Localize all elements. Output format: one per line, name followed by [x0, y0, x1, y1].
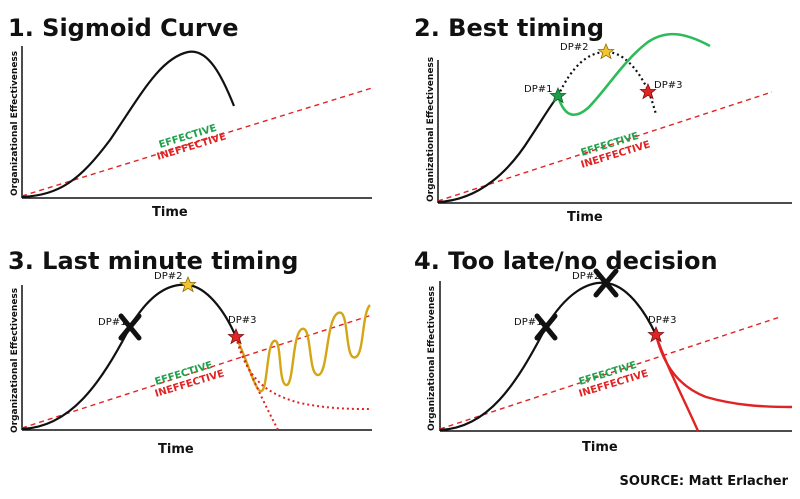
dp2-label: DP#2	[154, 271, 182, 282]
dp2-label: DP#2	[560, 42, 588, 53]
panel-title: 4. Too late/no decision	[414, 247, 718, 275]
panel-sigmoid-curve: 1. Sigmoid Curve Organizational Effectiv…	[0, 0, 400, 245]
decline-curve-lower	[654, 334, 700, 432]
effectiveness-threshold-line	[21, 314, 373, 429]
effectiveness-threshold-line	[439, 316, 781, 430]
panel-title: 1. Sigmoid Curve	[8, 14, 239, 42]
effectiveness-threshold-line	[21, 87, 373, 197]
panel-too-late: 4. Too late/no decision Organizational E…	[400, 245, 800, 499]
panel-graph: EFFECTIVE INEFFECTIVE DP#1 DP#2 DP#3	[21, 271, 373, 431]
x-axis-label: Time	[158, 442, 194, 457]
sigmoid-curve	[439, 281, 657, 432]
dp3-star-icon	[639, 82, 657, 100]
decline-dotted-lower	[235, 336, 279, 431]
panel-graph: EFFECTIVE INEFFECTIVE DP#1 DP#2 DP#3	[439, 268, 793, 432]
renewal-curve	[556, 32, 711, 117]
dp3-label: DP#3	[654, 80, 682, 91]
oscillating-curve	[234, 304, 372, 393]
dp3-star-icon	[227, 327, 245, 345]
dp1-label: DP#1	[514, 317, 542, 328]
panel-graph: EFFECTIVE INEFFECTIVE	[21, 46, 373, 199]
dp3-label: DP#3	[228, 315, 256, 326]
panel-best-timing: 2. Best timing Organizational Effectiven…	[400, 0, 800, 245]
x-axis-label: Time	[567, 210, 603, 225]
sigmoid-curve	[21, 283, 238, 431]
sigmoid-curve	[437, 95, 559, 204]
dp1-label: DP#1	[98, 317, 126, 328]
dp2-star-icon	[179, 275, 197, 293]
dp1-label: DP#1	[524, 84, 552, 95]
panel-title: 2. Best timing	[414, 14, 605, 42]
dp3-star-icon	[647, 325, 665, 343]
dp1-crossed-out-icon	[534, 313, 558, 341]
source-credit: SOURCE: Matt Erlacher	[619, 474, 789, 489]
decline-curve-upper	[654, 334, 793, 409]
dp1-crossed-out-icon	[118, 313, 142, 341]
x-axis-label: Time	[152, 205, 188, 220]
x-axis-label: Time	[582, 440, 618, 455]
old-curve-dotted	[557, 50, 658, 115]
panel-graph: EFFECTIVE INEFFECTIVE DP#1 DP#2 DP#3	[437, 32, 792, 204]
dp2-crossed-out-icon	[593, 268, 619, 298]
dp2-label: DP#2	[572, 271, 600, 282]
panel-last-minute-timing: 3. Last minute timing Organizational Eff…	[0, 245, 400, 499]
dp1-star-icon	[549, 86, 567, 104]
dp3-label: DP#3	[648, 315, 676, 326]
panel-title: 3. Last minute timing	[8, 247, 299, 275]
effectiveness-threshold-line	[437, 91, 773, 202]
sigmoid-curve	[21, 50, 236, 199]
dp2-star-icon	[597, 42, 615, 60]
